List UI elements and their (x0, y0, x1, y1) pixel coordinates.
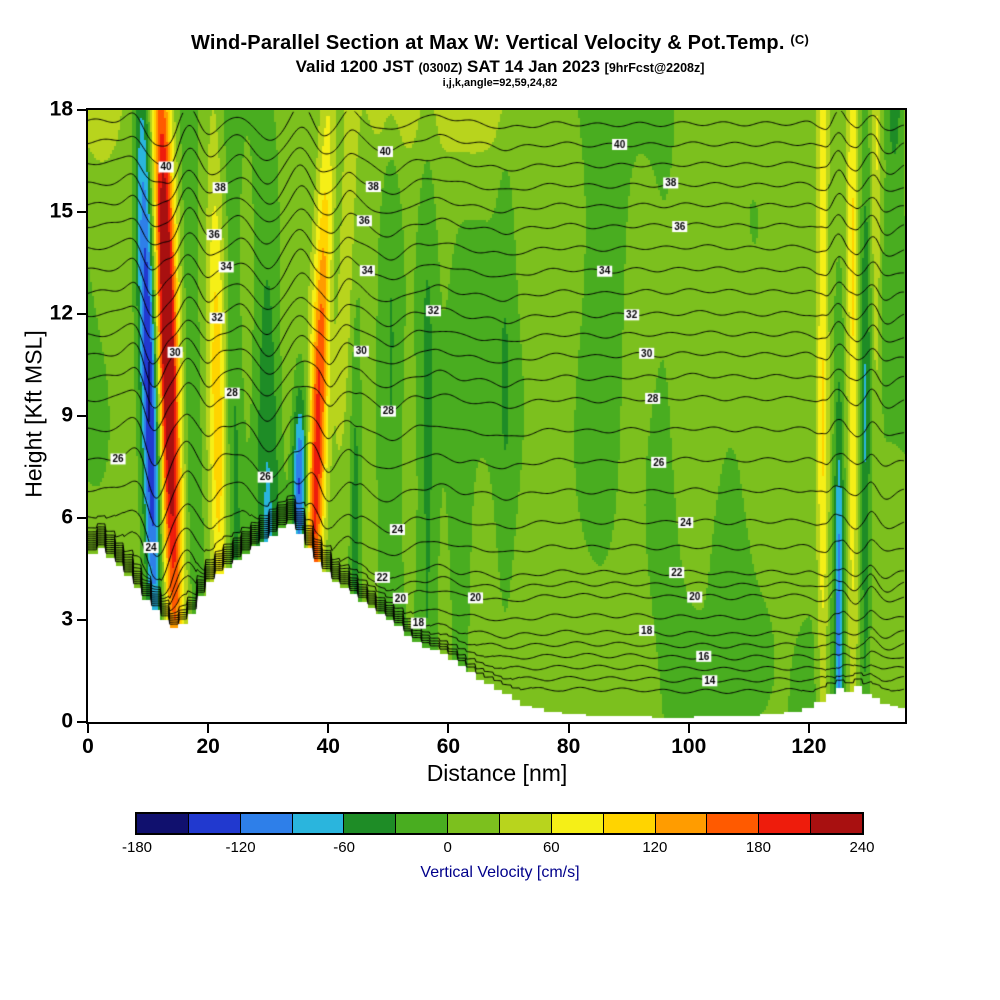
colorbar-tick-label: 180 (745, 839, 771, 856)
y-axis-tick-label: 9 (61, 403, 73, 427)
colorbar-tick-label: 0 (443, 839, 452, 856)
x-axis-tick-label: 20 (196, 735, 220, 758)
y-axis-tick-label: 18 (49, 97, 73, 121)
x-axis-tick-label: 120 (791, 735, 827, 758)
colorbar-segment (759, 814, 812, 833)
chart-title: Wind-Parallel Section at Max W: Vertical… (0, 32, 1000, 55)
y-axis-tick-label: 15 (49, 199, 73, 223)
x-axis-tick (807, 724, 810, 733)
x-axis-tick-label: 40 (316, 735, 340, 758)
y-axis-tick (77, 313, 86, 315)
y-axis-tick (77, 211, 86, 213)
cross-section-canvas (88, 110, 905, 722)
x-axis-tick (567, 724, 570, 733)
x-axis-tick (447, 724, 450, 733)
colorbar-labels: -180 -120 -60 0 60 120 180 240 (122, 839, 875, 859)
colorbar-tick-label: -180 (121, 839, 153, 856)
x-axis-tick (207, 724, 210, 733)
x-axis-tick-label: 100 (671, 735, 707, 758)
chart-title-units: (C) (790, 32, 810, 47)
x-axis-tick-label: 60 (436, 735, 461, 758)
colorbar-segment (500, 814, 552, 833)
chart-title-text: Wind-Parallel Section at Max W: Vertical… (190, 32, 785, 54)
valid-time-date: SAT 14 Jan 2023 (466, 57, 600, 76)
x-axis-tick (327, 724, 330, 733)
colorbar-segment (448, 814, 501, 833)
colorbar-segment (344, 814, 397, 833)
y-axis-tick (77, 619, 86, 621)
x-axis-tick (87, 724, 89, 733)
colorbar-segment (655, 814, 708, 833)
y-axis-title: Height [Kft MSL] (20, 330, 47, 498)
valid-time-prefix: Valid 1200 JST (295, 57, 414, 76)
colorbar-segment (811, 814, 863, 833)
y-axis-tick-label: 0 (61, 709, 73, 733)
colorbar-segment (292, 814, 345, 833)
colorbar-segment (551, 814, 604, 833)
forecast-hour-tag: [9hrFcst@2208z] (604, 61, 705, 75)
colorbar-title: Vertical Velocity [cm/s] (420, 864, 580, 881)
y-axis-tick (77, 721, 86, 723)
x-axis-title: Distance [nm] (426, 760, 568, 786)
y-axis-tick (77, 109, 86, 111)
valid-time-zulu: (0300Z) (418, 61, 463, 75)
colorbar (135, 812, 864, 835)
plot-area: 0 20 40 60 80 100 120 0 3 6 9 12 15 18 (50, 98, 907, 758)
colorbar-tick-label: 60 (542, 839, 560, 856)
colorbar-segment (396, 814, 449, 833)
x-axis-tick (687, 724, 690, 733)
grid-info-line: i,j,k,angle=92,59,24,82 (442, 77, 558, 89)
colorbar-segment (188, 814, 241, 833)
colorbar-segment (603, 814, 656, 833)
y-axis-tick-label: 12 (49, 301, 73, 325)
colorbar-tick-label: -120 (225, 839, 256, 856)
colorbar-segment (137, 814, 189, 833)
colorbar-tick-label: 120 (642, 839, 668, 856)
y-axis-tick-label: 6 (61, 505, 73, 529)
colorbar-segment (707, 814, 760, 833)
y-axis-tick (77, 517, 86, 519)
y-axis-tick (77, 415, 86, 417)
valid-time-line: Valid 1200 JST (0300Z) SAT 14 Jan 2023 [… (0, 57, 1000, 77)
y-axis-tick-label: 3 (61, 607, 73, 631)
colorbar-tick-label: 240 (849, 839, 875, 856)
colorbar-segment (240, 814, 293, 833)
x-axis-tick-label: 0 (82, 735, 94, 758)
colorbar-tick-label: -60 (333, 839, 355, 856)
x-axis-tick-label: 80 (556, 735, 581, 758)
